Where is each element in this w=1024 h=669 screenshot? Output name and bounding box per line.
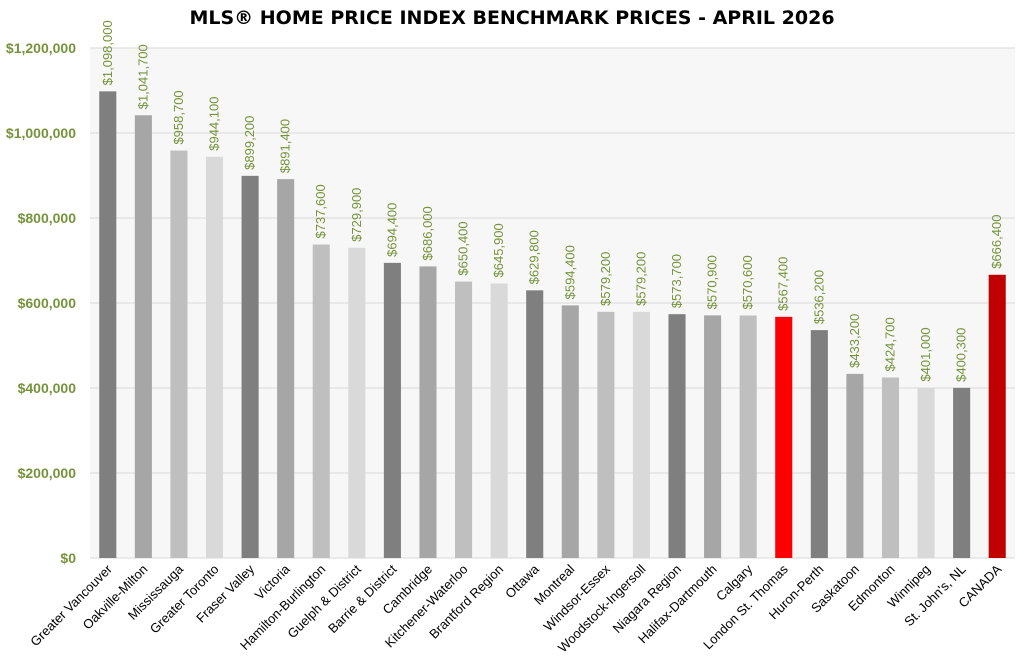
bar	[312, 244, 330, 558]
data-label: $579,200	[633, 252, 648, 306]
bar	[277, 179, 295, 558]
bar	[205, 156, 224, 558]
y-tick-label: $800,000	[18, 210, 77, 226]
data-label: $573,700	[669, 254, 684, 308]
data-label: $579,200	[598, 252, 613, 306]
bar	[739, 315, 757, 558]
y-tick-label: $1,200,000	[6, 40, 76, 56]
bar	[134, 115, 152, 558]
y-tick-label: $1,000,000	[6, 125, 76, 141]
data-label: $944,100	[207, 97, 222, 151]
bar	[597, 311, 615, 558]
data-label: $650,400	[456, 221, 471, 275]
bar	[170, 150, 188, 559]
bar	[632, 311, 650, 558]
data-label: $567,400	[776, 257, 791, 311]
bar	[561, 305, 579, 558]
bar	[668, 314, 686, 558]
x-axis-ticks: Greater VancouverOakville-MiltonMississa…	[27, 561, 1004, 655]
bar	[383, 262, 401, 558]
bar	[881, 377, 900, 558]
data-label: $400,300	[954, 328, 969, 382]
y-axis-ticks: $0 $200,000 $400,000 $600,000 $800,000 $1,000…	[6, 40, 76, 566]
bars	[99, 91, 1006, 559]
bar	[490, 283, 508, 558]
data-label: $1,041,700	[135, 44, 150, 109]
bar	[810, 330, 828, 558]
data-label: $536,200	[811, 270, 826, 324]
bar	[455, 281, 473, 558]
y-tick-label: $0	[60, 550, 76, 566]
data-label: $645,900	[491, 223, 506, 277]
data-label: $433,200	[847, 314, 862, 368]
data-labels: $1,098,000 $1,041,700 $958,700 $944,100 $899…	[100, 20, 1004, 382]
data-label: $737,600	[313, 184, 328, 238]
data-label: $666,400	[989, 215, 1004, 269]
bar	[526, 290, 544, 558]
data-label: $1,098,000	[100, 20, 115, 85]
y-tick-label: $200,000	[18, 465, 77, 481]
data-label: $570,900	[705, 255, 720, 309]
bar	[704, 315, 722, 558]
bar	[917, 387, 935, 558]
data-label: $729,900	[349, 188, 364, 242]
bar	[775, 316, 793, 558]
data-label: $686,000	[420, 206, 435, 260]
chart-title: MLS® HOME PRICE INDEX BENCHMARK PRICES -…	[189, 7, 834, 29]
data-label: $629,800	[527, 230, 542, 284]
y-tick-label: $600,000	[18, 295, 77, 311]
y-tick-label: $400,000	[18, 380, 77, 396]
data-label: $891,400	[278, 119, 293, 173]
bar	[419, 266, 437, 558]
data-label: $570,600	[740, 255, 755, 309]
bar	[846, 373, 864, 558]
bar	[348, 247, 366, 559]
data-label: $958,700	[171, 90, 186, 144]
bar	[241, 175, 259, 558]
bar	[988, 274, 1006, 558]
data-label: $424,700	[882, 317, 897, 371]
data-label: $594,400	[562, 245, 577, 299]
data-label: $694,400	[384, 203, 399, 257]
bar	[99, 91, 117, 558]
bar	[953, 387, 971, 558]
data-label: $899,200	[242, 116, 257, 170]
data-label: $401,000	[918, 327, 933, 381]
